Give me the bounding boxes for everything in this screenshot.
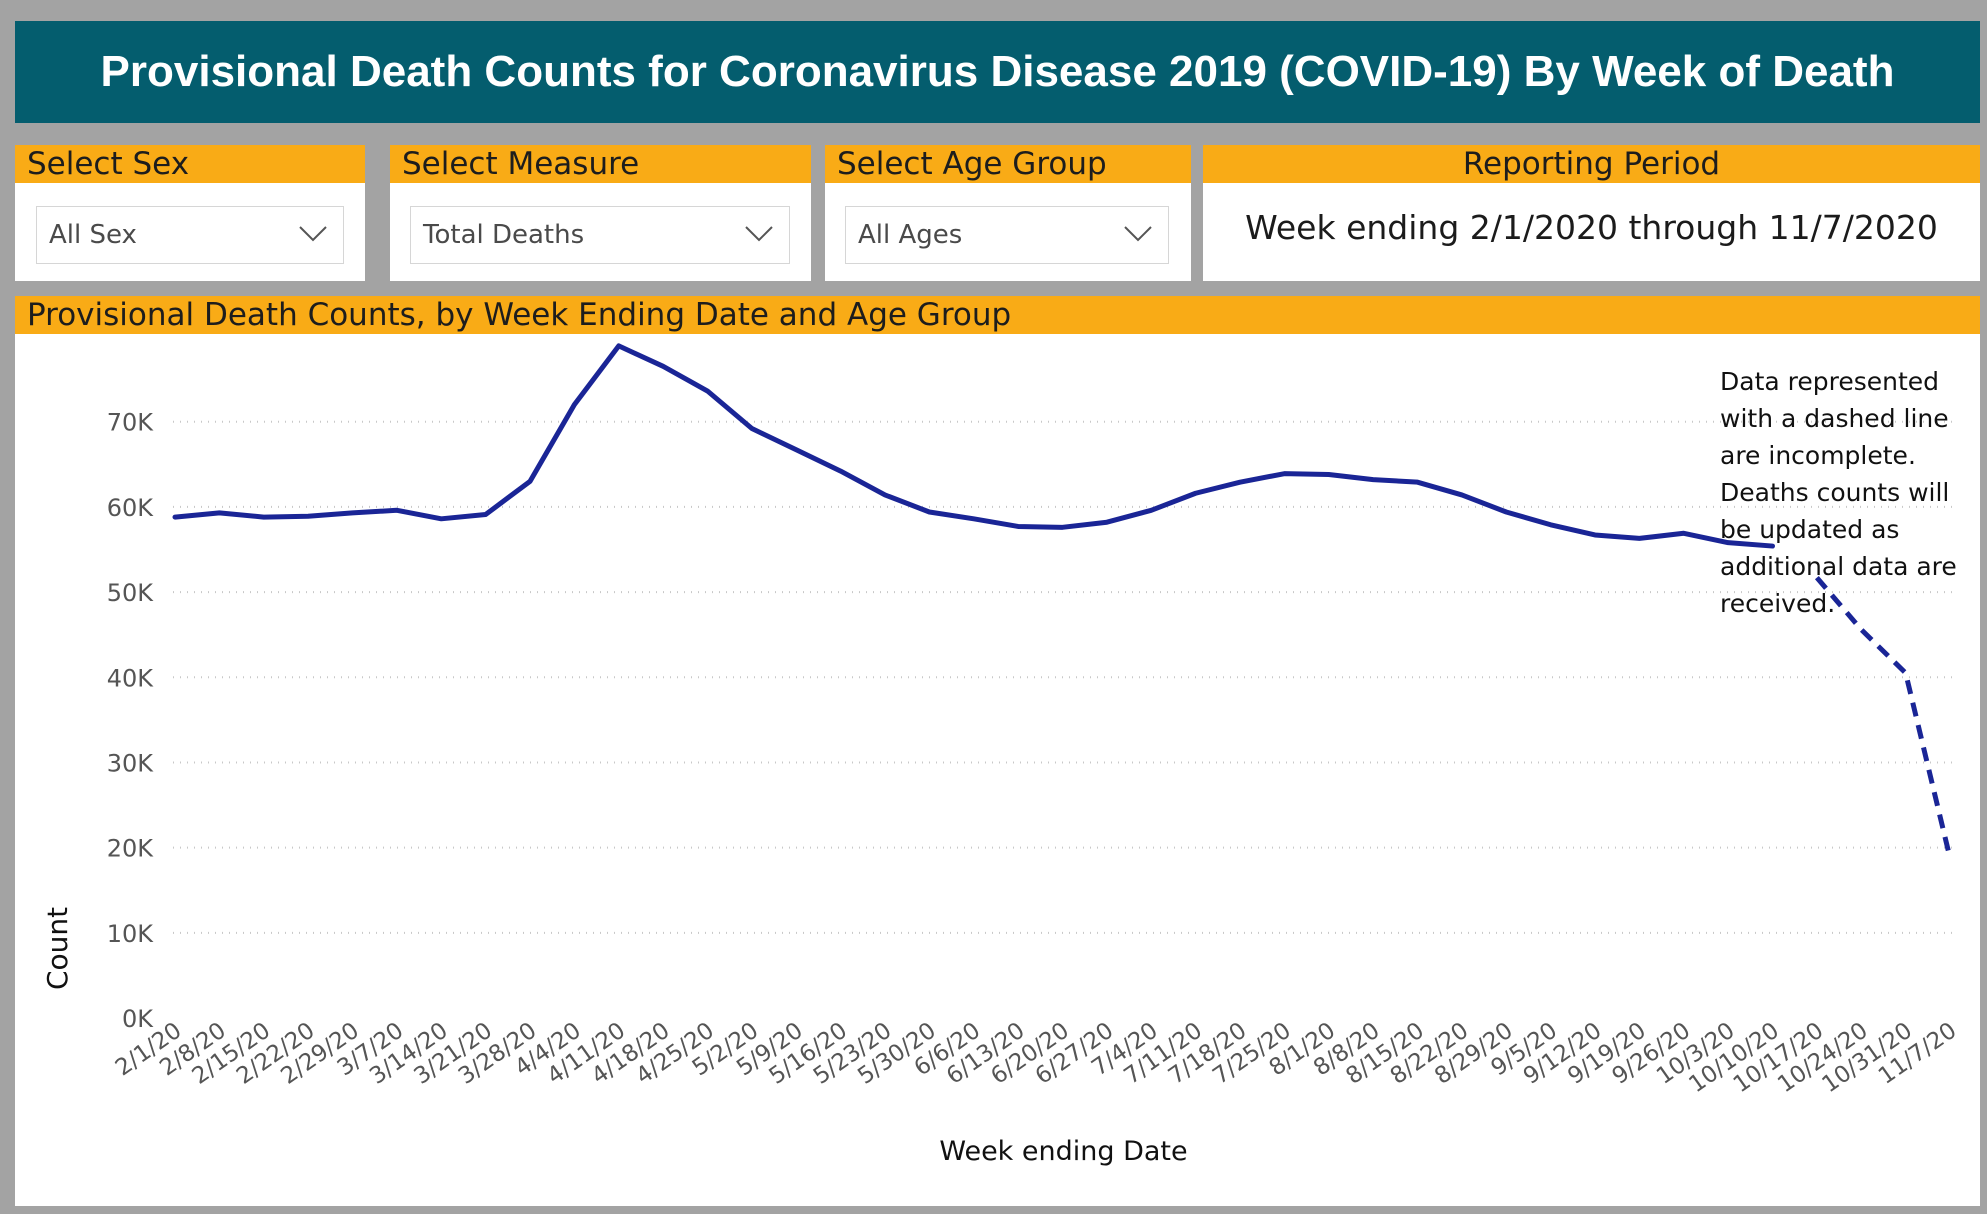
measure-select[interactable]: Total Deaths <box>410 206 790 264</box>
data-point[interactable]: 6/27/20: 58200 <box>1103 518 1111 526</box>
data-point[interactable]: 10/31/20: 40500 <box>1902 669 1910 677</box>
data-point[interactable]: 5/16/20: 64200 <box>837 467 845 475</box>
sex-filter-label: Select Sex <box>15 145 365 183</box>
data-point[interactable]: 5/9/20: 66700 <box>792 446 800 454</box>
data-point[interactable]: 3/14/20: 58600 <box>437 515 445 523</box>
y-tick-label: 40K <box>107 664 155 692</box>
reporting-period-label: Reporting Period <box>1203 145 1980 183</box>
age-filter-label: Select Age Group <box>825 145 1191 183</box>
data-point[interactable]: 2/8/20: 59300 <box>215 509 223 517</box>
age-select[interactable]: All Ages <box>845 206 1169 264</box>
data-point[interactable]: 6/6/20: 58600 <box>970 515 978 523</box>
data-point[interactable]: 3/28/20: 63000 <box>526 477 534 485</box>
data-point[interactable]: 10/24/20: 45600 <box>1857 626 1865 634</box>
data-point[interactable]: 3/7/20: 59600 <box>393 506 401 514</box>
y-tick-label: 60K <box>107 494 155 522</box>
data-point[interactable]: 2/15/20: 58800 <box>260 513 268 521</box>
chart-title: Provisional Death Counts, by Week Ending… <box>15 296 1980 334</box>
data-point[interactable]: 4/18/20: 76500 <box>659 362 667 370</box>
data-point[interactable]: 7/11/20: 61600 <box>1192 489 1200 497</box>
y-tick-label: 30K <box>107 749 155 777</box>
y-tick-label: 50K <box>107 579 155 607</box>
data-point[interactable]: 7/25/20: 63900 <box>1280 470 1288 478</box>
reporting-period-text: Week ending 2/1/2020 through 11/7/2020 <box>1245 208 1938 247</box>
data-point[interactable]: 5/30/20: 59400 <box>925 508 933 516</box>
chart-panel: Provisional Death Counts, by Week Ending… <box>15 296 1980 1206</box>
data-point[interactable]: 8/8/20: 63200 <box>1369 476 1377 484</box>
data-point[interactable]: 9/5/20: 57900 <box>1547 521 1555 529</box>
data-point[interactable]: 3/21/20: 59100 <box>482 511 490 519</box>
y-tick-label: 20K <box>107 835 155 863</box>
data-point[interactable]: 9/12/20: 56700 <box>1591 531 1599 539</box>
data-point[interactable]: 2/29/20: 59300 <box>349 509 357 517</box>
data-point[interactable]: 6/13/20: 57700 <box>1014 522 1022 530</box>
data-point[interactable]: 11/7/20: 18800 <box>1946 854 1954 862</box>
measure-filter-label: Select Measure <box>390 145 811 183</box>
chevron-down-icon <box>299 226 327 242</box>
data-point[interactable]: 8/29/20: 59400 <box>1502 508 1510 516</box>
data-point[interactable]: 5/2/20: 69200 <box>748 425 756 433</box>
data-point[interactable]: 4/4/20: 72000 <box>570 401 578 409</box>
data-point[interactable]: 2/22/20: 58900 <box>304 512 312 520</box>
data-point[interactable]: 5/23/20: 61400 <box>881 491 889 499</box>
y-tick-label: 10K <box>107 920 155 948</box>
series-line-incomplete <box>1814 575 1953 859</box>
sex-select[interactable]: All Sex <box>36 206 344 264</box>
data-point[interactable]: 6/20/20: 57600 <box>1059 523 1067 531</box>
data-point[interactable]: 7/4/20: 59600 <box>1147 506 1155 514</box>
data-point[interactable]: 9/26/20: 56900 <box>1680 529 1688 537</box>
y-tick-label: 0K <box>122 1005 154 1033</box>
sex-select-value: All Sex <box>49 220 137 250</box>
chevron-down-icon <box>745 226 773 242</box>
data-point[interactable]: 8/1/20: 63800 <box>1325 471 1333 479</box>
measure-select-value: Total Deaths <box>423 220 585 250</box>
data-point[interactable]: 7/18/20: 62900 <box>1236 478 1244 486</box>
line-chart: 0K10K20K30K40K50K60K70K2/1/202/8/202/15/… <box>107 342 1961 1098</box>
sex-filter-panel: Select Sex All Sex <box>15 145 365 281</box>
data-point[interactable]: 2/1/20: 58800 <box>171 513 179 521</box>
data-point[interactable]: 8/15/20: 62900 <box>1414 478 1422 486</box>
measure-filter-panel: Select Measure Total Deaths <box>390 145 811 281</box>
data-point[interactable]: 9/19/20: 56300 <box>1635 534 1643 542</box>
dashboard-title: Provisional Death Counts for Coronavirus… <box>15 21 1980 123</box>
data-point[interactable]: 8/22/20: 61400 <box>1458 491 1466 499</box>
chevron-down-icon <box>1124 226 1152 242</box>
y-tick-label: 70K <box>107 409 155 437</box>
age-select-value: All Ages <box>858 220 963 250</box>
data-point[interactable]: 4/11/20: 78900 <box>615 342 623 350</box>
y-axis-label: Count <box>41 906 74 990</box>
data-point[interactable]: 4/25/20: 73600 <box>704 387 712 395</box>
reporting-period-panel: Reporting Period Week ending 2/1/2020 th… <box>1203 145 1980 281</box>
age-filter-panel: Select Age Group All Ages <box>825 145 1191 281</box>
series-line-complete <box>172 343 1775 549</box>
incomplete-data-note: Data represented with a dashed line are … <box>1720 367 1957 618</box>
x-axis-label: Week ending Date <box>939 1136 1188 1167</box>
